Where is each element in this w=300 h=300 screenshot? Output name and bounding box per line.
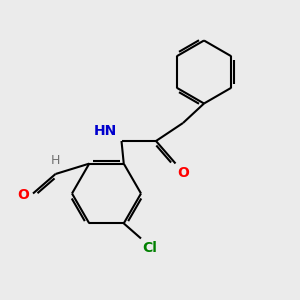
Text: HN: HN — [94, 124, 117, 138]
Text: H: H — [51, 154, 60, 167]
Text: Cl: Cl — [142, 242, 158, 256]
Text: O: O — [17, 188, 29, 202]
Text: O: O — [177, 166, 189, 180]
